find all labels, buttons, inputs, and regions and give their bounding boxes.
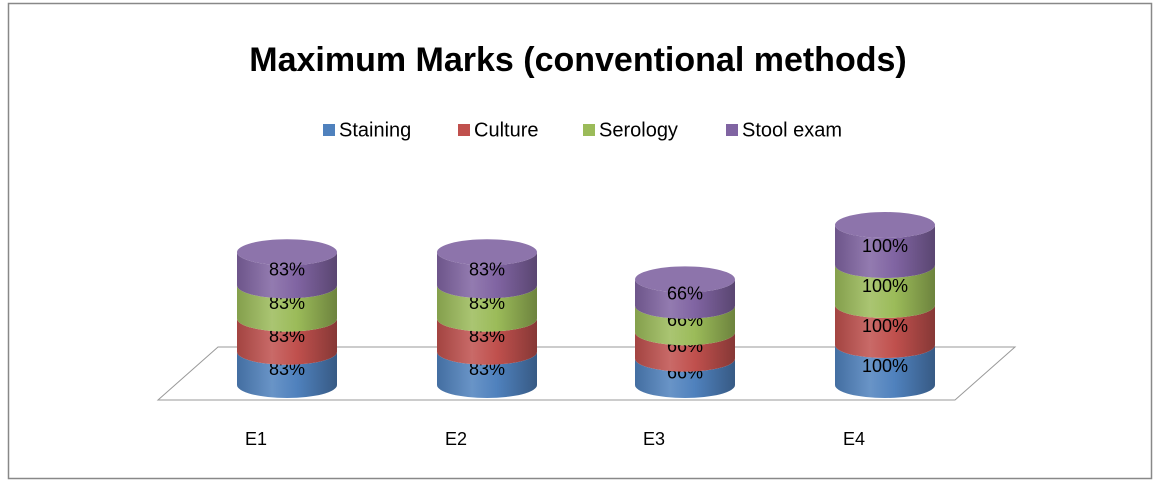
x-tick-label: E3 — [643, 429, 665, 449]
cylinder-segment — [835, 345, 935, 398]
data-label: 100% — [862, 356, 908, 376]
cylinder-segment — [635, 358, 735, 398]
data-label: 83% — [469, 260, 505, 280]
cylinder-segment — [237, 351, 337, 398]
cylinder-segment — [835, 305, 935, 358]
data-label: 83% — [269, 260, 305, 280]
legend-swatch — [583, 124, 595, 136]
cylinder-segment — [437, 252, 537, 299]
legend-label: Staining — [339, 119, 411, 141]
legend-swatch — [323, 124, 335, 136]
cylinder-segment — [437, 285, 537, 332]
legend-swatch — [726, 124, 738, 136]
data-label: 66% — [667, 283, 703, 303]
chart-border — [7, 2, 1153, 480]
x-tick-label: E1 — [245, 429, 267, 449]
legend-label: Serology — [599, 119, 678, 141]
cylinder-segment — [635, 332, 735, 372]
legend-label: Stool exam — [742, 119, 842, 141]
data-label: 100% — [862, 276, 908, 296]
cylinder-segment — [635, 305, 735, 346]
cylinder-top — [237, 239, 337, 266]
cylinder-segment — [437, 351, 537, 398]
x-tick-label: E4 — [843, 429, 865, 449]
x-tick-label: E2 — [445, 429, 467, 449]
cylinder-segment — [835, 225, 935, 278]
cylinder-segment — [437, 318, 537, 365]
cylinder-segment — [237, 252, 337, 299]
legend-label: Culture — [474, 119, 538, 141]
cylinder-segment — [237, 318, 337, 365]
cylinder-top — [437, 239, 537, 266]
data-label: 100% — [862, 236, 908, 256]
cylinder-segment — [237, 285, 337, 332]
cylinder-segment — [635, 279, 735, 319]
legend-swatch — [458, 124, 470, 136]
cylinder-segment — [835, 265, 935, 318]
data-label: 100% — [862, 316, 908, 336]
floor — [156, 346, 1017, 401]
chart-title: Maximum Marks (conventional methods) — [249, 41, 906, 79]
cylinder-top — [835, 212, 935, 238]
cylinder-top — [635, 266, 735, 293]
